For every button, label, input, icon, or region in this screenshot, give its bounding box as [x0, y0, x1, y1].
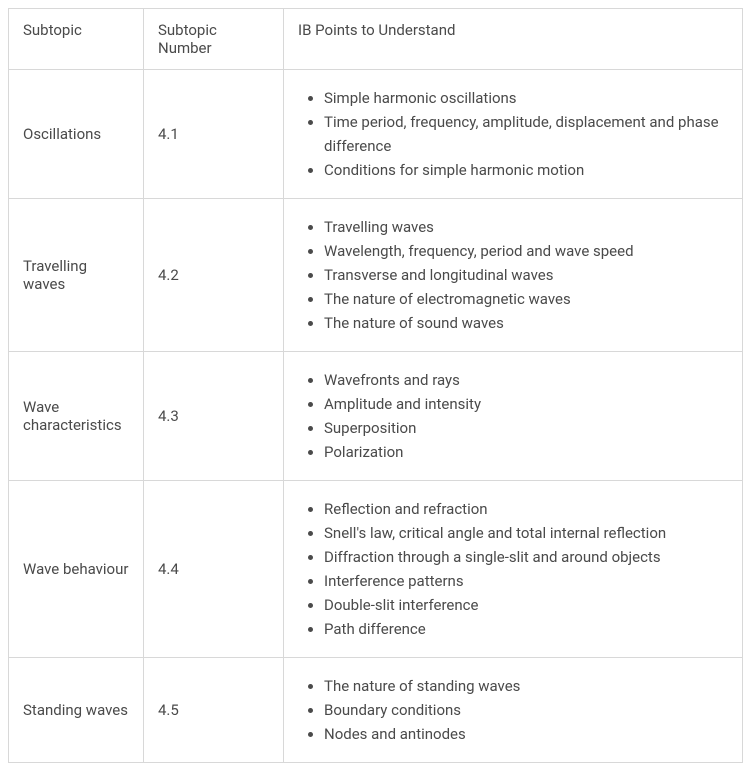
list-item: Time period, frequency, amplitude, displ… [324, 110, 728, 158]
points-cell: Reflection and refractionSnell's law, cr… [284, 481, 743, 658]
table-row: Wave behaviour4.4Reflection and refracti… [9, 481, 743, 658]
list-item: Superposition [324, 416, 728, 440]
number-cell: 4.5 [144, 658, 284, 763]
list-item: Travelling waves [324, 215, 728, 239]
points-cell: Wavefronts and raysAmplitude and intensi… [284, 352, 743, 481]
number-cell: 4.3 [144, 352, 284, 481]
table-row: Standing waves4.5The nature of standing … [9, 658, 743, 763]
table-header-row: Subtopic Subtopic Number IB Points to Un… [9, 9, 743, 70]
list-item: Reflection and refraction [324, 497, 728, 521]
subtopic-cell: Wave behaviour [9, 481, 144, 658]
list-item: Wavelength, frequency, period and wave s… [324, 239, 728, 263]
table-header: Subtopic Subtopic Number IB Points to Un… [9, 9, 743, 70]
points-list: The nature of standing wavesBoundary con… [298, 674, 728, 746]
list-item: Polarization [324, 440, 728, 464]
list-item: Double-slit interference [324, 593, 728, 617]
points-list: Simple harmonic oscillationsTime period,… [298, 86, 728, 182]
col-header-subtopic: Subtopic [9, 9, 144, 70]
points-cell: Travelling wavesWavelength, frequency, p… [284, 199, 743, 352]
number-cell: 4.1 [144, 70, 284, 199]
subtopic-cell: Wave characteristics [9, 352, 144, 481]
list-item: Diffraction through a single-slit and ar… [324, 545, 728, 569]
list-item: Boundary conditions [324, 698, 728, 722]
list-item: The nature of electromagnetic waves [324, 287, 728, 311]
table-row: Oscillations4.1Simple harmonic oscillati… [9, 70, 743, 199]
subtopic-cell: Oscillations [9, 70, 144, 199]
points-list: Wavefronts and raysAmplitude and intensi… [298, 368, 728, 464]
points-list: Travelling wavesWavelength, frequency, p… [298, 215, 728, 335]
curriculum-table: Subtopic Subtopic Number IB Points to Un… [8, 8, 743, 763]
number-cell: 4.2 [144, 199, 284, 352]
list-item: Conditions for simple harmonic motion [324, 158, 728, 182]
list-item: Amplitude and intensity [324, 392, 728, 416]
col-header-number: Subtopic Number [144, 9, 284, 70]
list-item: Transverse and longitudinal waves [324, 263, 728, 287]
subtopic-cell: Standing waves [9, 658, 144, 763]
list-item: Interference patterns [324, 569, 728, 593]
list-item: Wavefronts and rays [324, 368, 728, 392]
points-list: Reflection and refractionSnell's law, cr… [298, 497, 728, 641]
list-item: The nature of sound waves [324, 311, 728, 335]
list-item: The nature of standing waves [324, 674, 728, 698]
subtopic-cell: Travelling waves [9, 199, 144, 352]
list-item: Snell's law, critical angle and total in… [324, 521, 728, 545]
table-body: Oscillations4.1Simple harmonic oscillati… [9, 70, 743, 763]
points-cell: The nature of standing wavesBoundary con… [284, 658, 743, 763]
table-row: Travelling waves4.2Travelling wavesWavel… [9, 199, 743, 352]
list-item: Path difference [324, 617, 728, 641]
col-header-points: IB Points to Understand [284, 9, 743, 70]
number-cell: 4.4 [144, 481, 284, 658]
table-row: Wave characteristics4.3Wavefronts and ra… [9, 352, 743, 481]
points-cell: Simple harmonic oscillationsTime period,… [284, 70, 743, 199]
list-item: Simple harmonic oscillations [324, 86, 728, 110]
list-item: Nodes and antinodes [324, 722, 728, 746]
